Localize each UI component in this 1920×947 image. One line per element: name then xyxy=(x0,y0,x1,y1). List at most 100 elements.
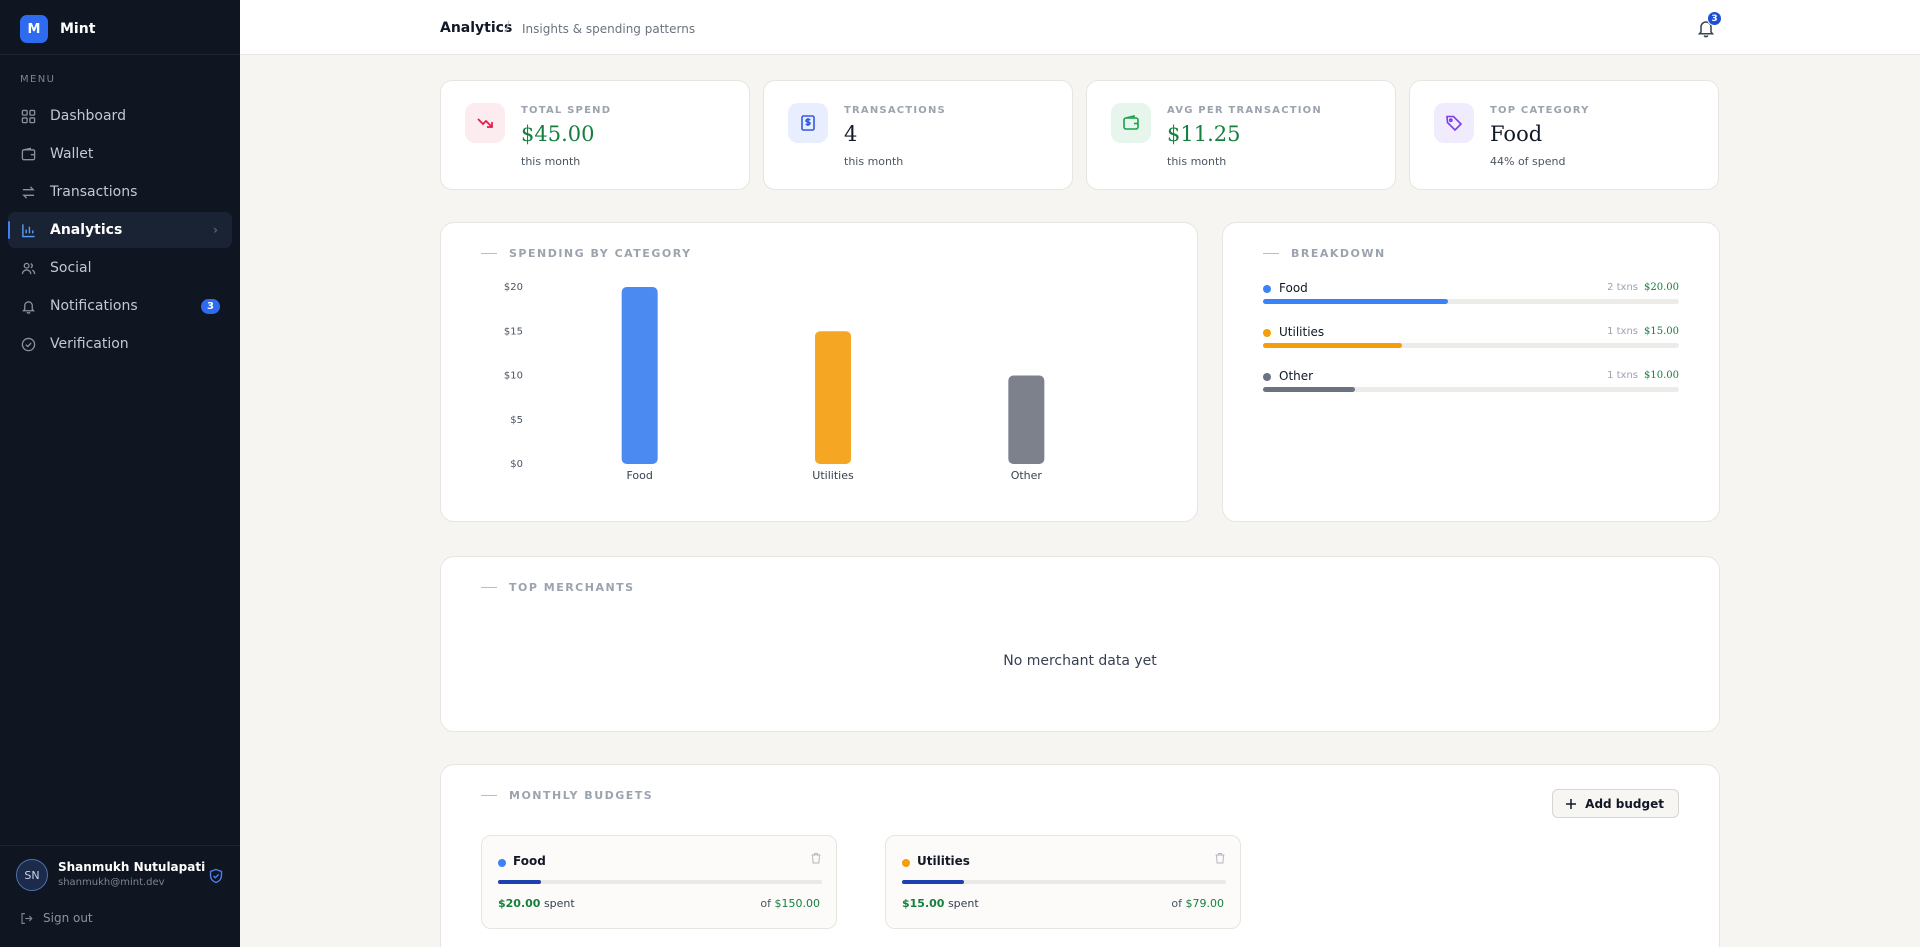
of-word: of xyxy=(1171,897,1182,910)
sidebar-item-transactions[interactable]: Transactions xyxy=(8,174,232,210)
progress-fill xyxy=(1263,299,1448,304)
y-tick-label: $5 xyxy=(510,415,523,426)
sidebar-item-dashboard[interactable]: Dashboard xyxy=(8,98,232,134)
breakdown-row: Utilities 1 txns $15.00 xyxy=(1263,324,1679,354)
chevron-right-icon: › xyxy=(213,223,218,237)
plus-icon xyxy=(1566,798,1577,809)
add-budget-label: Add budget xyxy=(1585,796,1664,811)
stat-card-total-spend: TOTAL SPEND $45.00 this month xyxy=(440,80,750,190)
sidebar-item-notifications[interactable]: Notifications 3 xyxy=(8,288,232,324)
sidebar-item-social[interactable]: Social xyxy=(8,250,232,286)
check-circle-icon xyxy=(20,336,36,352)
brand[interactable]: M Mint xyxy=(20,15,95,43)
panel-title: TOP MERCHANTS xyxy=(481,581,635,594)
sidebar-item-wallet[interactable]: Wallet xyxy=(8,136,232,172)
sidebar-item-label: Dashboard xyxy=(50,108,126,124)
panel-title: MONTHLY BUDGETS xyxy=(481,789,653,802)
progress-fill xyxy=(1263,343,1402,348)
wallet-icon xyxy=(20,146,36,162)
trash-icon[interactable] xyxy=(810,852,822,864)
category-amount: $10.00 xyxy=(1644,370,1679,381)
budget-limit: of $79.00 xyxy=(1171,897,1224,910)
trend-down-icon xyxy=(465,103,505,143)
stat-subtext: this month xyxy=(1167,155,1227,168)
budget-limit: of $150.00 xyxy=(760,897,820,910)
progress-fill xyxy=(1263,387,1356,392)
wallet-icon xyxy=(1111,103,1151,143)
breadcrumb-separator: / xyxy=(505,19,510,35)
stat-subtext: this month xyxy=(521,155,581,168)
stat-subtext: this month xyxy=(844,155,904,168)
notifications-count-badge: 3 xyxy=(201,299,220,314)
monthly-budgets-panel: MONTHLY BUDGETS Add budget Food $20.00 s… xyxy=(440,764,1720,947)
stat-value: $45.00 xyxy=(521,122,595,146)
stat-label: TOTAL SPEND xyxy=(521,105,612,116)
txn-count: 2 txns xyxy=(1607,282,1638,293)
grid-icon xyxy=(20,108,36,124)
category-amount: $15.00 xyxy=(1644,326,1679,337)
progress-track xyxy=(1263,387,1679,392)
budget-progress-fill xyxy=(498,880,542,884)
breakdown-row: Other 1 txns $10.00 xyxy=(1263,368,1679,398)
spent-word: spent xyxy=(947,897,979,910)
budget-name: Utilities xyxy=(917,854,970,868)
user-email: shanmukh@mint.dev xyxy=(58,877,165,888)
budget-progress-track xyxy=(902,880,1226,884)
page-subtitle: Insights & spending patterns xyxy=(522,22,696,36)
y-tick-label: $10 xyxy=(504,371,523,382)
brand-logo: M xyxy=(20,15,48,43)
x-tick-label: Food xyxy=(626,469,652,482)
sidebar-item-analytics[interactable]: Analytics › xyxy=(8,212,232,248)
notification-count-badge: 3 xyxy=(1707,11,1722,26)
breakdown-row: Food 2 txns $20.00 xyxy=(1263,280,1679,310)
user-name: Shanmukh Nutulapati xyxy=(58,860,206,874)
category-name: Food xyxy=(1279,281,1308,295)
top-merchants-panel: TOP MERCHANTS No merchant data yet xyxy=(440,556,1720,732)
category-dot xyxy=(1263,373,1271,381)
budget-progress-fill xyxy=(902,880,964,884)
sidebar-divider xyxy=(0,54,240,55)
stat-card-transactions: TRANSACTIONS 4 this month xyxy=(763,80,1073,190)
stat-value: 4 xyxy=(844,122,858,146)
sidebar-item-label: Wallet xyxy=(50,146,94,162)
bar-chart-icon xyxy=(20,222,36,238)
panel-title: SPENDING BY CATEGORY xyxy=(481,247,692,260)
y-tick-label: $20 xyxy=(504,282,523,293)
sidebar: M Mint MENU Dashboard Wallet Transaction… xyxy=(0,0,240,947)
category-name: Utilities xyxy=(1279,325,1325,339)
sidebar-item-verification[interactable]: Verification xyxy=(8,326,232,362)
bell-icon xyxy=(20,298,36,314)
category-meta: 1 txns $15.00 xyxy=(1607,326,1679,337)
add-budget-button[interactable]: Add budget xyxy=(1552,789,1679,818)
sidebar-footer-divider xyxy=(0,845,240,846)
breakdown-panel: BREAKDOWN Food 2 txns $20.00 Utilities 1 … xyxy=(1222,222,1720,522)
title-rule xyxy=(481,587,497,588)
panel-title-text: TOP MERCHANTS xyxy=(509,581,635,594)
budget-spent: $15.00 spent xyxy=(902,897,979,910)
stat-subtext: 44% of spend xyxy=(1490,155,1566,168)
category-meta: 1 txns $10.00 xyxy=(1607,370,1679,381)
top-header: Analytics / Insights & spending patterns… xyxy=(240,0,1920,55)
spent-amount: $20.00 xyxy=(498,897,541,910)
budget-card-food: Food $20.00 spent of $150.00 xyxy=(481,835,837,929)
trash-icon[interactable] xyxy=(1214,852,1226,864)
spending-bar-chart: $0 $5 $10 $15 $20 Food Utilities Other xyxy=(504,282,1045,482)
sidebar-item-label: Social xyxy=(50,260,92,276)
limit-amount: $150.00 xyxy=(774,897,821,910)
sign-out-button[interactable]: Sign out xyxy=(20,911,93,925)
sidebar-item-label: Verification xyxy=(50,336,129,352)
stat-value: $11.25 xyxy=(1167,122,1241,146)
receipt-icon xyxy=(788,103,828,143)
x-tick-label: Utilities xyxy=(812,469,854,482)
sidebar-item-label: Analytics xyxy=(50,222,123,238)
stat-card-avg-per-transaction: AVG PER TRANSACTION $11.25 this month xyxy=(1086,80,1396,190)
sign-out-icon xyxy=(21,912,33,924)
spent-word: spent xyxy=(543,897,575,910)
txn-count: 1 txns xyxy=(1607,370,1638,381)
y-tick-label: $15 xyxy=(504,326,523,337)
user-profile[interactable]: SN Shanmukh Nutulapati shanmukh@mint.dev xyxy=(16,859,224,893)
y-tick-label: $0 xyxy=(510,459,523,470)
of-word: of xyxy=(760,897,771,910)
limit-amount: $79.00 xyxy=(1185,897,1225,910)
avatar: SN xyxy=(16,859,48,891)
